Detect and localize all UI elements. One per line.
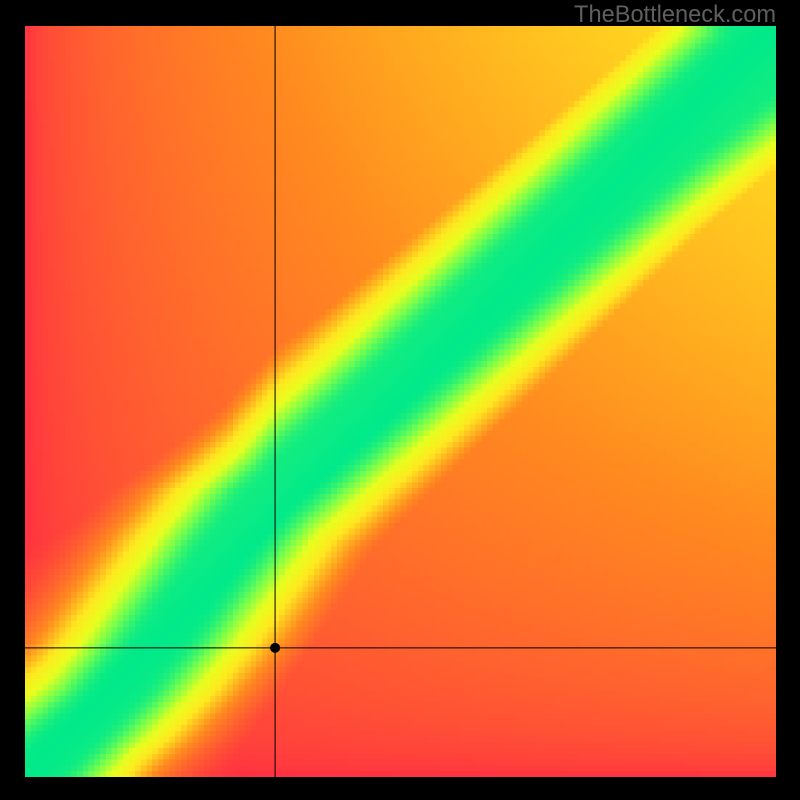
watermark-text: TheBottleneck.com: [574, 2, 776, 29]
crosshair-overlay: [0, 0, 800, 800]
crosshair-marker: [270, 643, 280, 653]
chart-container: TheBottleneck.com: [0, 0, 800, 800]
